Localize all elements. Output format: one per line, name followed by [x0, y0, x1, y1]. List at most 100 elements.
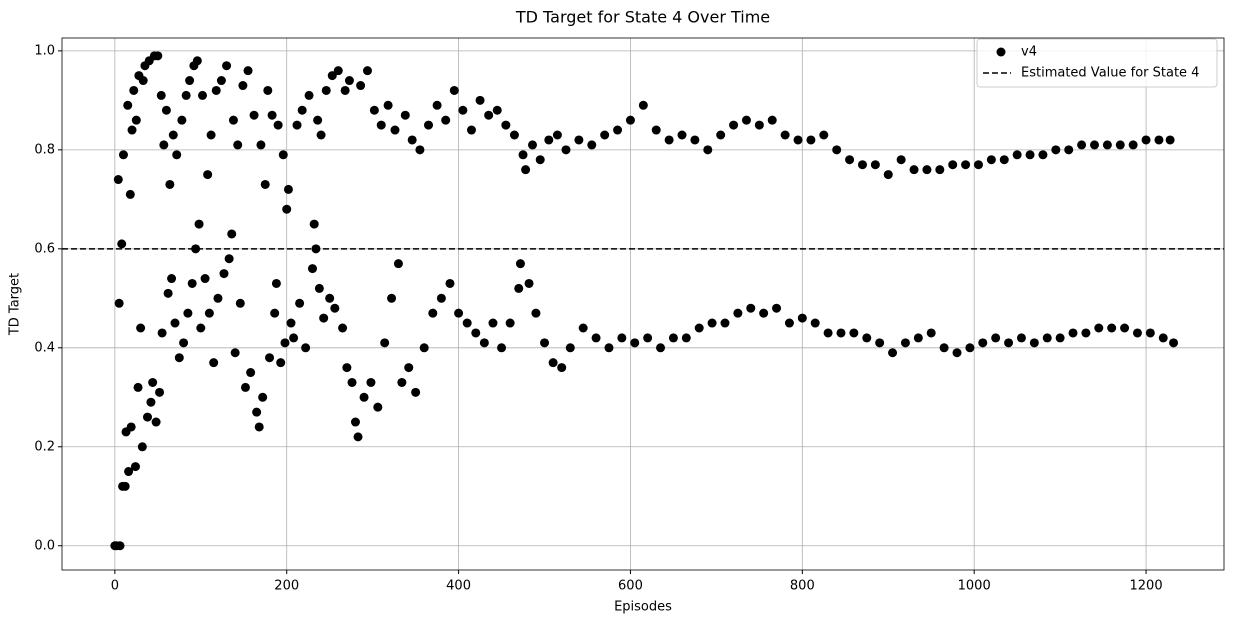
scatter-point: [1077, 140, 1087, 150]
scatter-point: [216, 76, 226, 86]
scatter-point: [888, 348, 898, 358]
scatter-point: [875, 338, 885, 348]
y-tick-label: 0.8: [34, 142, 55, 157]
scatter-point: [939, 343, 949, 353]
scatter-point: [651, 125, 661, 135]
scatter-point: [283, 184, 293, 194]
scatter-point: [373, 402, 383, 412]
scatter-point: [746, 303, 756, 313]
scatter-point: [900, 338, 910, 348]
scatter-point: [270, 308, 280, 318]
x-tick-label: 800: [790, 579, 815, 594]
scatter-point: [330, 303, 340, 313]
scatter-point: [187, 278, 197, 288]
scatter-point: [295, 298, 305, 308]
scatter-point: [896, 155, 906, 165]
scatter-point: [432, 100, 442, 110]
scatter-point: [690, 135, 700, 145]
scatter-point: [772, 303, 782, 313]
legend-box: [976, 38, 1218, 88]
scatter-point: [1132, 328, 1142, 338]
scatter-point: [552, 130, 562, 140]
scatter-point: [211, 85, 221, 95]
scatter-point: [484, 110, 494, 120]
y-tick-label: 0.0: [34, 538, 55, 553]
scatter-point: [369, 105, 379, 115]
scatter-point: [668, 333, 678, 343]
scatter-point: [973, 160, 983, 170]
scatter-point: [179, 338, 189, 348]
scatter-point: [656, 343, 666, 353]
scatter-point: [716, 130, 726, 140]
scatter-point: [819, 130, 829, 140]
scatter-point: [424, 120, 434, 130]
scatter-point: [206, 130, 216, 140]
scatter-point: [191, 244, 201, 254]
scatter-point: [163, 288, 173, 298]
scatter-point: [118, 150, 128, 160]
scatter-point: [527, 140, 537, 150]
scatter-point: [347, 377, 357, 387]
scatter-point: [282, 204, 292, 214]
scatter-point: [200, 274, 210, 284]
scatter-point: [307, 264, 317, 274]
scatter-point: [677, 130, 687, 140]
scatter-point: [531, 308, 541, 318]
x-tick-label: 400: [446, 579, 471, 594]
scatter-point: [458, 105, 468, 115]
scatter-point: [127, 125, 137, 135]
scatter-point: [1055, 333, 1065, 343]
scatter-point: [1016, 333, 1026, 343]
scatter-point: [922, 165, 932, 175]
scatter-point: [209, 358, 219, 368]
scatter-point: [497, 343, 507, 353]
scatter-point: [913, 333, 923, 343]
scatter-point: [703, 145, 713, 155]
scatter-point: [952, 348, 962, 358]
scatter-point: [1120, 323, 1130, 333]
scatter-point: [436, 293, 446, 303]
scatter-point: [137, 442, 147, 452]
scatter-point: [1102, 140, 1112, 150]
scatter-point: [767, 115, 777, 125]
scatter-point: [387, 293, 397, 303]
scatter-point: [449, 85, 459, 95]
scatter-point: [471, 328, 481, 338]
scatter-point: [240, 382, 250, 392]
scatter-point: [797, 313, 807, 323]
scatter-point: [136, 323, 146, 333]
scatter-point: [1107, 323, 1117, 333]
scatter-point: [390, 125, 400, 135]
scatter-point: [167, 274, 177, 284]
scatter-point: [1012, 150, 1022, 160]
scatter-point: [230, 348, 240, 358]
scatter-point: [222, 61, 232, 71]
scatter-point: [313, 115, 323, 125]
y-tick-label: 1.0: [34, 43, 55, 58]
scatter-point: [143, 412, 153, 422]
legend-marker: [996, 47, 1006, 57]
scatter-point: [475, 95, 485, 105]
scatter-point: [350, 417, 360, 427]
scatter-point: [407, 135, 417, 145]
scatter-point: [441, 115, 451, 125]
scatter-point: [117, 239, 127, 249]
scatter-point: [1089, 140, 1099, 150]
scatter-point: [280, 338, 290, 348]
scatter-point: [544, 135, 554, 145]
scatter-point: [462, 318, 472, 328]
scatter-point: [192, 56, 202, 66]
scatter-point: [466, 125, 476, 135]
scatter-point: [155, 387, 165, 397]
scatter-point: [321, 85, 331, 95]
scatter-point: [909, 165, 919, 175]
scatter-point: [643, 333, 653, 343]
scatter-point: [235, 298, 245, 308]
scatter-point: [694, 323, 704, 333]
scatter-point: [204, 308, 214, 318]
scatter-point: [845, 155, 855, 165]
scatter-point: [948, 160, 958, 170]
scatter-point: [604, 343, 614, 353]
scatter-point: [574, 135, 584, 145]
scatter-point: [445, 278, 455, 288]
